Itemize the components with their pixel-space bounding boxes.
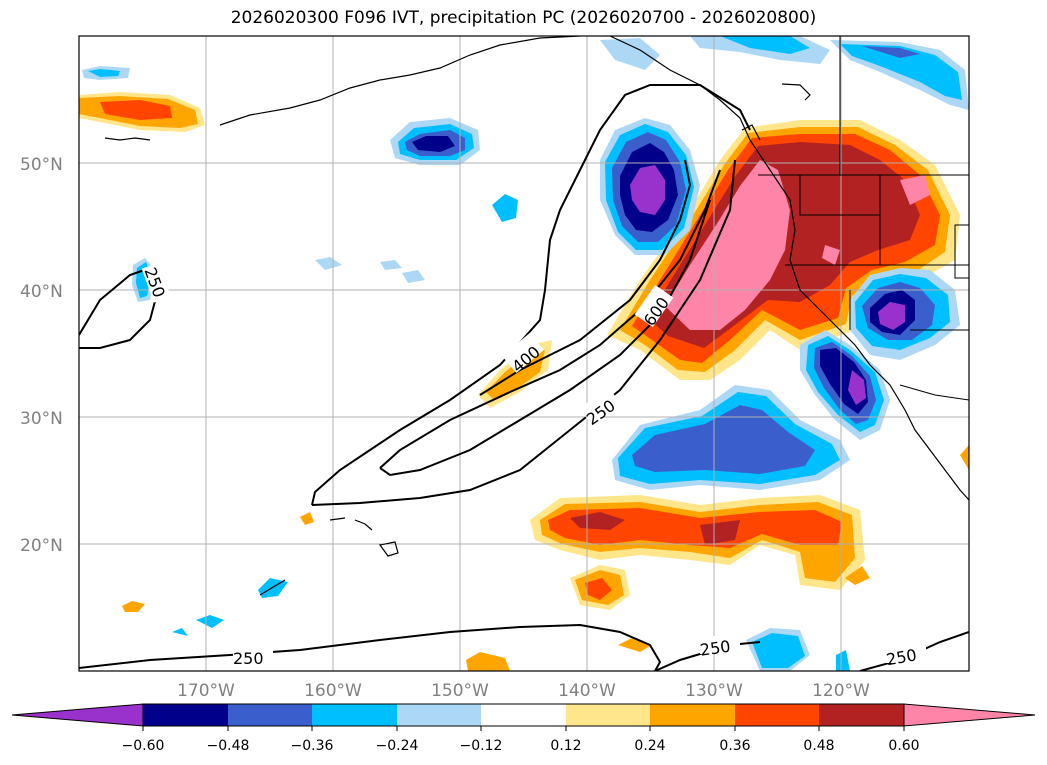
latitude-labels: 50°N 40°N 30°N 20°N (20, 155, 63, 556)
colorbar-tick-7: 0.24 (634, 738, 665, 754)
colorbar-extend-left (11, 703, 144, 727)
graticule (79, 36, 969, 671)
colorbar-tick-6: 0.12 (550, 738, 581, 754)
colorbar-bin-8 (735, 704, 819, 726)
colorbar-bin-2 (228, 704, 312, 726)
colorbar-tick-10: 0.60 (888, 738, 919, 754)
colorbar-tick-5: −0.12 (460, 738, 503, 754)
colorbar-bin-1 (143, 704, 228, 726)
precip-negative-swus (800, 268, 960, 440)
lon-label-120w: 120°W (812, 681, 870, 701)
colorbar-tick-3: −0.36 (291, 738, 334, 754)
lon-label-170w: 170°W (177, 681, 235, 701)
coastlines (104, 36, 969, 596)
precip-positive-20n-band (530, 495, 865, 610)
colorbar-tick-9: 0.48 (803, 738, 834, 754)
colorbar-tick-1: −0.60 (122, 738, 165, 754)
longitude-labels: 170°W 160°W 150°W 140°W 130°W 120°W (177, 681, 870, 701)
precip-positive-ar-region (607, 120, 960, 380)
colorbar-bin-3 (312, 704, 397, 726)
lon-label-150w: 150°W (431, 681, 489, 701)
lat-label-30n: 30°N (20, 409, 63, 429)
ivt-label-bottom-left: 250 (233, 649, 264, 668)
colorbar-bin-7 (650, 704, 735, 726)
lat-label-20n: 20°N (20, 536, 63, 556)
colorbar-tick-8: 0.36 (719, 738, 750, 754)
precip-negative-subtropical-band (612, 385, 850, 490)
ivt-label-250-bottom-mid: 250 (699, 637, 732, 660)
colorbar-extend-right (903, 703, 1036, 727)
figure-title: 2026020300 F096 IVT, precipitation PC (2… (230, 8, 817, 28)
lon-label-130w: 130°W (685, 681, 743, 701)
colorbar-tick-4: −0.24 (376, 738, 419, 754)
precip-negative-blobs (82, 36, 969, 671)
lat-label-40n: 40°N (20, 282, 63, 302)
precip-positive-nw-pacific (79, 92, 205, 132)
colorbar-tick-2: −0.48 (207, 738, 250, 754)
colorbar: −0.60 −0.48 −0.36 −0.24 −0.12 0.12 0.24 … (11, 703, 1036, 754)
colorbar-bin-5 (481, 704, 566, 726)
lon-label-140w: 140°W (558, 681, 616, 701)
precip-negative-pnw (600, 118, 700, 255)
map-frame (78, 35, 970, 672)
colorbar-bin-6 (566, 704, 650, 726)
colorbar-bin-9 (819, 704, 904, 726)
lon-label-160w: 160°W (304, 681, 362, 701)
lat-label-50n: 50°N (20, 155, 63, 175)
map-area: 250 400 600 250 250 250 250 (79, 36, 969, 671)
borders (758, 36, 969, 401)
colorbar-bin-4 (397, 704, 481, 726)
